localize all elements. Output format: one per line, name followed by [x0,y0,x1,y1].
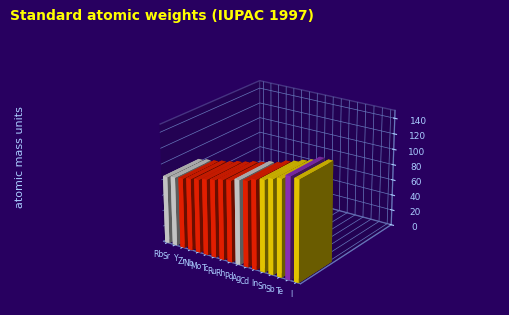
Text: Standard atomic weights (IUPAC 1997): Standard atomic weights (IUPAC 1997) [10,9,314,23]
Text: atomic mass units: atomic mass units [15,106,25,209]
